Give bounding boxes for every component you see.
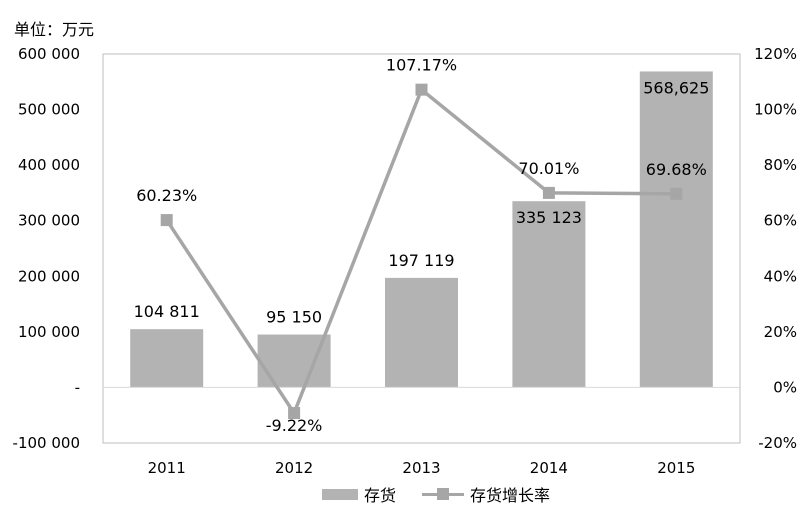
growth-data-label: -9.22% [266, 416, 323, 435]
y-left-tick-label: 500 000 [18, 101, 80, 119]
growth-marker-2011 [160, 214, 173, 227]
bar-data-label: 197 119 [388, 251, 454, 270]
unit-label: 单位：万元 [14, 20, 95, 39]
legend-label-inventory: 存货 [364, 486, 397, 505]
growth-data-label: 70.01% [518, 159, 579, 178]
growth-data-label: 60.23% [136, 186, 197, 205]
y-left-tick-label: 300 000 [18, 212, 80, 230]
bar-data-label: 104 811 [134, 302, 200, 321]
legend-bar-swatch [322, 488, 358, 500]
legend-item-inventory: 存货 [322, 482, 396, 506]
bar-2013 [385, 277, 458, 388]
growth-marker-2013 [415, 83, 428, 96]
growth-data-label: 69.68% [646, 160, 707, 179]
x-tick-label: 2012 [275, 459, 313, 477]
legend-label-growth: 存货增长率 [470, 486, 551, 505]
legend-line-swatch [422, 488, 465, 500]
y-right-tick-label: 120% [754, 45, 797, 63]
bar-data-label: 335 123 [516, 208, 582, 227]
y-right-tick-label: 20% [764, 323, 797, 341]
y-right-tick-label: 60% [764, 212, 797, 230]
y-left-tick-label: 100 000 [18, 323, 80, 341]
bar-2015 [639, 71, 713, 388]
bar-2012 [257, 334, 331, 388]
bar-2011 [130, 329, 204, 388]
x-tick-label: 2015 [657, 459, 695, 477]
y-left-tick-label: 400 000 [18, 156, 80, 174]
y-left-tick-label: 200 000 [18, 267, 80, 285]
bar-data-label: 95 150 [266, 308, 322, 327]
growth-marker-2014 [542, 186, 555, 199]
x-tick-label: 2013 [402, 459, 440, 477]
y-right-tick-label: -20% [758, 434, 797, 452]
y-left-tick-label: - [75, 378, 80, 396]
x-tick-label: 2014 [530, 459, 568, 477]
bar-data-label: 568,625 [643, 78, 709, 97]
bar-2014 [512, 201, 586, 388]
growth-data-label: 107.17% [386, 56, 457, 75]
legend-item-growth: 存货增长率 [422, 482, 550, 506]
y-right-tick-label: 40% [764, 267, 797, 285]
x-tick-label: 2011 [148, 459, 186, 477]
y-left-tick-label: -100 000 [13, 434, 80, 452]
y-right-tick-label: 80% [764, 156, 797, 174]
legend: 存货 存货增长率 [322, 482, 576, 506]
growth-marker-2012 [288, 407, 301, 420]
y-right-tick-label: 100% [754, 101, 797, 119]
plot-frame [102, 53, 741, 444]
growth-marker-2015 [670, 187, 683, 200]
y-right-tick-label: 0% [773, 378, 797, 396]
y-left-tick-label: 600 000 [18, 45, 80, 63]
